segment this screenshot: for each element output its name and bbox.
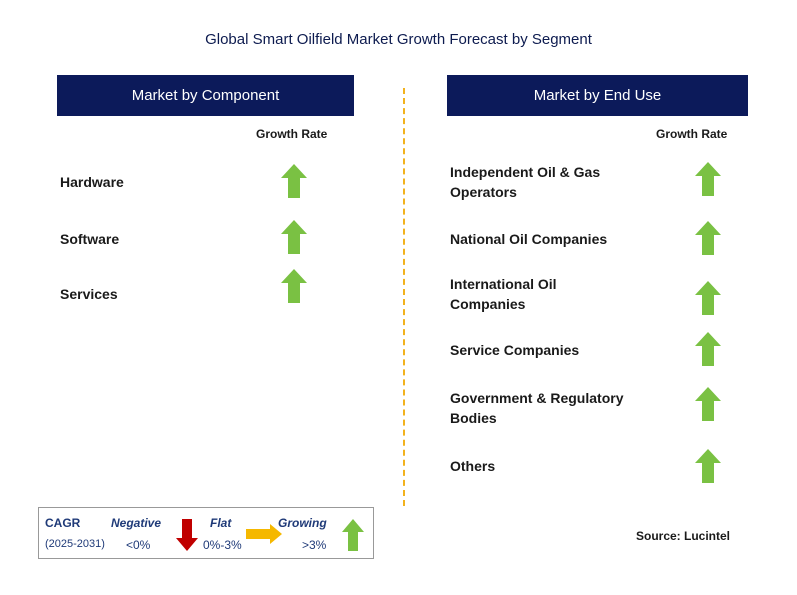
- growing-arrow-icon: [695, 221, 721, 255]
- legend-negative-range: <0%: [126, 538, 150, 552]
- growing-arrow-icon: [281, 164, 307, 198]
- legend-negative-label: Negative: [111, 516, 161, 530]
- segment-label-government-regulatory: Government & Regulatory Bodies: [450, 388, 623, 428]
- segment-label-software: Software: [60, 229, 119, 249]
- growing-arrow-icon: [695, 449, 721, 483]
- segment-label-others: Others: [450, 456, 495, 476]
- cagr-legend: CAGR (2025-2031) Negative <0% Flat 0%-3%…: [38, 507, 374, 559]
- segment-label-service-companies: Service Companies: [450, 340, 579, 360]
- growing-arrow-icon: [695, 332, 721, 366]
- growing-arrow-icon: [342, 519, 364, 551]
- legend-flat-label: Flat: [210, 516, 231, 530]
- legend-growing-label: Growing: [278, 516, 327, 530]
- legend-growing-range: >3%: [302, 538, 326, 552]
- negative-arrow-icon: [176, 519, 198, 551]
- growing-arrow-icon: [695, 387, 721, 421]
- legend-flat-range: 0%-3%: [203, 538, 242, 552]
- legend-period: (2025-2031): [45, 538, 105, 550]
- segment-label-national-oil-companies: National Oil Companies: [450, 229, 607, 249]
- component-growth-rate-label: Growth Rate: [256, 127, 327, 141]
- panel-divider: [403, 88, 405, 506]
- growing-arrow-icon: [281, 220, 307, 254]
- end-use-panel-header: Market by End Use: [447, 75, 748, 116]
- component-panel-header: Market by Component: [57, 75, 354, 116]
- segment-label-services: Services: [60, 284, 118, 304]
- flat-arrow-icon: [246, 524, 282, 544]
- growing-arrow-icon: [695, 281, 721, 315]
- source-note: Source: Lucintel: [636, 529, 730, 543]
- growing-arrow-icon: [695, 162, 721, 196]
- legend-cagr-label: CAGR: [45, 516, 80, 530]
- segment-label-independent-operators: Independent Oil & Gas Operators: [450, 162, 600, 202]
- segment-label-hardware: Hardware: [60, 172, 124, 192]
- end-use-growth-rate-label: Growth Rate: [656, 127, 727, 141]
- segment-label-international-oil-companies: International Oil Companies: [450, 274, 557, 314]
- growing-arrow-icon: [281, 269, 307, 303]
- chart-title: Global Smart Oilfield Market Growth Fore…: [0, 31, 797, 48]
